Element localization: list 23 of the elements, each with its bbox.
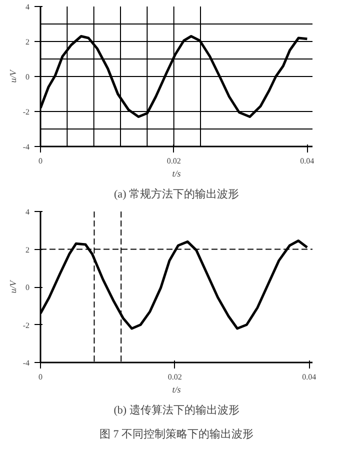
x-axis-title: t/s xyxy=(172,384,182,394)
y-tick-label: 4 xyxy=(26,208,30,216)
caption: 图 7 不同控制策略下的输出波形 xyxy=(100,428,254,440)
y-tick-label: 0 xyxy=(26,72,30,82)
y-tick-label: -2 xyxy=(22,108,30,116)
text: (b) 遗传算法下的输出波形 xyxy=(114,404,240,416)
y-tick-label: 2 xyxy=(26,245,30,254)
y-tick-label: -4 xyxy=(22,358,30,368)
y-axis-title: u/V xyxy=(8,68,18,83)
y-tick-label: -2 xyxy=(22,320,30,330)
y-tick-label: -4 xyxy=(22,142,30,152)
x-tick-label: 0.02 xyxy=(166,156,181,166)
y-tick-label: 2 xyxy=(26,38,30,46)
x-tick-label: 0.04 xyxy=(302,372,316,382)
x-tick-label: 0 xyxy=(38,372,42,382)
text: (a) 常规方法下的输出波形 xyxy=(114,188,239,200)
y-tick-label: 0 xyxy=(26,283,30,292)
x-axis-title: t/s xyxy=(172,168,182,178)
y-axis-title: u/V xyxy=(8,279,18,294)
x-tick-label: 0.04 xyxy=(300,156,314,166)
x-tick-label: 0.02 xyxy=(168,372,182,382)
x-tick-label: 0 xyxy=(38,156,42,166)
y-tick-label: 4 xyxy=(26,2,30,12)
